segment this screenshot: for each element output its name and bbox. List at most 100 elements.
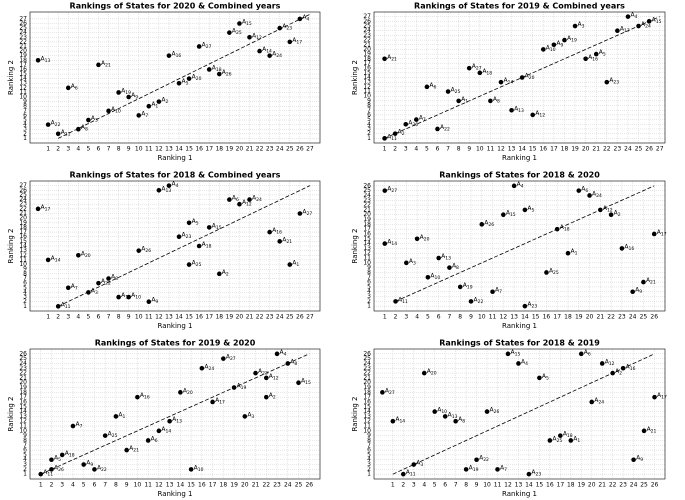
chart-title: Rankings of States for 2018 & 2020 bbox=[439, 171, 600, 180]
point-label: A2 bbox=[398, 128, 405, 137]
y-tick-label: 26 bbox=[19, 350, 27, 357]
x-tick-label: 16 bbox=[543, 314, 551, 321]
point-label: A22 bbox=[101, 278, 111, 287]
x-tick-label: 17 bbox=[205, 146, 213, 153]
x-tick-label: 2 bbox=[401, 482, 405, 489]
y-axis-label: Ranking 2 bbox=[7, 60, 15, 95]
data-point bbox=[65, 85, 71, 91]
y-axis-label: Ranking 2 bbox=[7, 397, 15, 432]
point-label: A6 bbox=[581, 185, 588, 194]
point-label: A26 bbox=[484, 219, 494, 228]
point-label: A16 bbox=[624, 243, 634, 252]
point-label: A12 bbox=[605, 358, 615, 367]
y-tick-label: 18 bbox=[19, 57, 27, 64]
data-point bbox=[263, 394, 269, 400]
y-tick-label: 24 bbox=[363, 360, 371, 367]
x-tick-label: 19 bbox=[571, 146, 579, 153]
x-tick-label: 5 bbox=[426, 314, 430, 321]
y-tick-label: 21 bbox=[19, 374, 27, 381]
x-tick-label: 13 bbox=[165, 314, 173, 321]
point-label: A5 bbox=[599, 49, 606, 58]
point-label: A12 bbox=[252, 32, 262, 41]
point-label: A23 bbox=[531, 469, 541, 478]
data-point bbox=[237, 21, 242, 26]
point-label: A25 bbox=[108, 430, 118, 439]
point-label: A10 bbox=[131, 292, 141, 301]
y-tick-label: 17 bbox=[19, 61, 27, 68]
x-tick-label: 21 bbox=[592, 146, 600, 153]
x-tick-label: 21 bbox=[246, 314, 254, 321]
x-tick-label: 22 bbox=[262, 482, 270, 489]
data-point bbox=[445, 89, 451, 94]
point-label: A1 bbox=[118, 411, 125, 420]
x-tick-label: 4 bbox=[76, 314, 80, 321]
point-label: A20 bbox=[192, 73, 202, 82]
x-tick-label: 18 bbox=[561, 146, 569, 153]
x-tick-label: 21 bbox=[597, 314, 605, 321]
point-label: A23 bbox=[258, 368, 268, 377]
y-tick-label: 17 bbox=[19, 229, 27, 236]
chart-title: Rankings of States for 2018 & 2019 bbox=[439, 339, 600, 348]
x-axis-label: Ranking 1 bbox=[158, 322, 193, 330]
x-tick-label: 22 bbox=[607, 314, 615, 321]
data-point bbox=[237, 201, 242, 207]
data-point bbox=[186, 76, 192, 81]
x-tick-label: 24 bbox=[276, 314, 284, 321]
data-point bbox=[619, 246, 625, 251]
x-tick-label: 8 bbox=[457, 146, 461, 153]
y-tick-label: 7 bbox=[367, 442, 371, 449]
data-point bbox=[425, 274, 431, 280]
y-tick-label: 16 bbox=[363, 398, 371, 405]
y-tick-label: 26 bbox=[363, 18, 371, 25]
y-tick-label: 3 bbox=[367, 125, 371, 132]
point-label: A1 bbox=[573, 435, 580, 444]
plot-frame bbox=[373, 180, 666, 312]
y-tick-label: 8 bbox=[23, 437, 27, 444]
y-tick-label: 1 bbox=[23, 303, 27, 310]
y-axis-label: Ranking 2 bbox=[351, 60, 359, 95]
x-tick-label: 19 bbox=[230, 482, 238, 489]
point-label: A11 bbox=[61, 128, 71, 137]
y-tick-label: 23 bbox=[19, 365, 27, 372]
x-tick-label: 3 bbox=[404, 314, 408, 321]
point-label: A9 bbox=[86, 459, 93, 468]
point-label: A19 bbox=[469, 464, 479, 473]
point-label: A23 bbox=[182, 231, 192, 240]
x-tick-label: 11 bbox=[494, 482, 502, 489]
data-point bbox=[530, 112, 536, 118]
data-point bbox=[403, 121, 409, 127]
y-tick-label: 3 bbox=[23, 126, 27, 133]
x-tick-label: 21 bbox=[598, 482, 606, 489]
point-label: A3 bbox=[416, 459, 423, 468]
point-label: A13 bbox=[448, 411, 458, 420]
point-label: A5 bbox=[192, 217, 199, 226]
x-tick-label: 9 bbox=[127, 146, 131, 153]
y-axis-label: Ranking 2 bbox=[7, 229, 15, 264]
data-point bbox=[641, 279, 646, 285]
data-point bbox=[267, 53, 272, 58]
y-tick-label: 19 bbox=[19, 52, 27, 59]
x-tick-label: 9 bbox=[469, 314, 473, 321]
y-tick-label: 6 bbox=[367, 279, 371, 286]
x-tick-label: 15 bbox=[532, 314, 540, 321]
y-tick-label: 21 bbox=[363, 41, 371, 48]
point-label: A15 bbox=[510, 348, 520, 357]
x-tick-label: 8 bbox=[458, 314, 462, 321]
point-label: A6 bbox=[232, 194, 239, 203]
x-tick-label: 18 bbox=[215, 314, 223, 321]
y-tick-label: 25 bbox=[363, 187, 371, 194]
point-label: A4 bbox=[630, 11, 637, 20]
data-point bbox=[146, 299, 152, 305]
x-tick-label: 14 bbox=[175, 314, 183, 321]
data-point bbox=[217, 271, 222, 277]
x-tick-label: 17 bbox=[550, 146, 558, 153]
x-tick-label: 25 bbox=[640, 482, 648, 489]
y-tick-label: 19 bbox=[363, 51, 371, 58]
y-tick-label: 26 bbox=[19, 20, 27, 27]
point-label: A5 bbox=[182, 78, 189, 87]
y-tick-label: 9 bbox=[367, 97, 371, 104]
data-point bbox=[411, 462, 417, 467]
data-point bbox=[630, 289, 635, 295]
point-label: A14 bbox=[161, 425, 171, 434]
y-tick-label: 26 bbox=[363, 182, 371, 189]
